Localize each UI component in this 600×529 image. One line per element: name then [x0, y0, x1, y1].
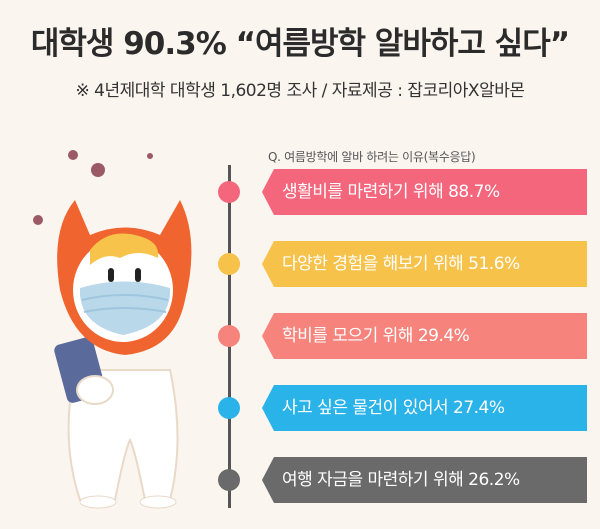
chart-bar: [262, 313, 587, 359]
bar-label: 여행 자금을 마련하기 위해 26.2%: [282, 470, 520, 490]
bar-label: 다양한 경험을 해보기 위해 51.6%: [282, 254, 520, 274]
chart-bar: [262, 385, 587, 431]
chart-bar: [262, 241, 587, 287]
chart-question: Q. 여름방학에 알바 하려는 이유(복수응답): [268, 150, 476, 164]
bar-label: 생활비를 마련하기 위해 88.7%: [282, 182, 500, 202]
timeline-dot: [218, 181, 240, 203]
page-title: 대학생 90.3% “여름방학 알바하고 싶다”: [30, 26, 570, 62]
timeline-dot: [218, 397, 240, 419]
timeline-dot: [218, 469, 240, 491]
bar-label: 학비를 모으기 위해 29.4%: [282, 326, 470, 346]
bar-label: 사고 싶은 물건이 있어서 27.4%: [282, 398, 505, 418]
chart-bar: [262, 169, 587, 215]
page-subtitle: ※ 4년제대학 대학생 1,602명 조사 / 자료제공 : 잡코리아X알바몬: [75, 81, 526, 101]
virus-icon: [33, 150, 153, 225]
chart-bar: [262, 457, 587, 503]
timeline-dot: [218, 325, 240, 347]
mascot-illustration: [33, 150, 192, 509]
timeline-dot: [218, 253, 240, 275]
